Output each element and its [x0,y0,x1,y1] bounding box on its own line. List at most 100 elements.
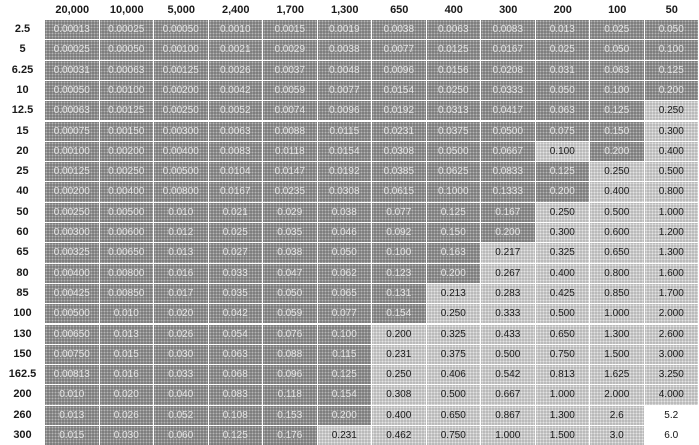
table-cell: 0.650 [427,406,481,425]
table-cell: 0.0096 [318,101,372,120]
table-cell: 1.600 [645,264,699,283]
table-cell: 0.500 [481,345,535,364]
table-cell: 0.308 [372,385,426,404]
table-cell: 0.400 [645,142,699,161]
table-cell: 0.030 [154,345,208,364]
column-header: 300 [481,2,536,18]
row-header: 200 [0,385,45,404]
row-header: 80 [0,264,45,283]
table-cell: 0.0615 [372,182,426,201]
table-cell: 0.00125 [154,61,208,80]
table-cell: 0.0052 [209,101,263,120]
table-cell: 4.000 [645,385,699,404]
table-cell: 0.333 [481,304,535,323]
table-cell: 0.667 [481,385,535,404]
table-cell: 0.050 [645,20,699,39]
table-cell: 0.0038 [372,20,426,39]
table-cell: 0.033 [209,264,263,283]
table-cell: 0.035 [209,284,263,303]
table-cell: 0.250 [536,203,590,222]
table-cell: 0.800 [645,182,699,201]
table-cell: 0.00500 [45,304,99,323]
table-cell: 0.0192 [318,162,372,181]
table-cell: 0.0019 [318,20,372,39]
table-cell: 0.500 [427,385,481,404]
table-cell: 0.0083 [209,142,263,161]
table-cell: 0.010 [100,304,154,323]
table-cell: 2.6 [590,406,644,425]
table-cell: 0.125 [209,426,263,445]
table-cell: 0.042 [209,304,263,323]
table-cell: 0.063 [590,61,644,80]
table-cell: 0.0015 [263,20,317,39]
column-header: 650 [372,2,427,18]
table-cell: 0.0250 [427,81,481,100]
table-cell: 0.027 [209,243,263,262]
table-cell: 0.0096 [372,61,426,80]
table-cell: 0.0167 [481,40,535,59]
table-cell: 0.0313 [427,101,481,120]
row-header: 20 [0,142,45,161]
table-cell: 0.115 [318,345,372,364]
table-cell: 0.033 [154,365,208,384]
table-cell: 0.462 [372,426,426,445]
table-cell: 0.010 [154,203,208,222]
table-cell: 0.013 [154,243,208,262]
table-cell: 0.030 [100,426,154,445]
row-header: 60 [0,223,45,242]
table-cell: 0.750 [427,426,481,445]
table-cell: 0.00200 [45,182,99,201]
table-cell: 0.0042 [209,81,263,100]
table-cell: 0.040 [154,385,208,404]
table-cell: 0.038 [318,203,372,222]
table-cell: 0.075 [536,122,590,141]
table-cell: 0.00650 [100,243,154,262]
table-cell: 0.096 [263,365,317,384]
table-cell: 0.00250 [100,162,154,181]
table-cell: 1.000 [481,426,535,445]
table-cell: 0.013 [45,406,99,425]
table-cell: 0.283 [481,284,535,303]
table-cell: 1.200 [645,223,699,242]
table-cell: 0.500 [536,304,590,323]
table-cell: 0.015 [100,345,154,364]
row-header: 40 [0,182,45,201]
table-cell: 0.500 [590,203,644,222]
table-cell: 0.300 [536,223,590,242]
table-cell: 0.00100 [45,142,99,161]
table-cell: 0.0375 [427,122,481,141]
table-cell: 0.1333 [481,182,535,201]
row-header: 150 [0,345,45,364]
table-cell: 0.035 [263,223,317,242]
table-cell: 0.00500 [154,162,208,181]
table-cell: 0.650 [590,243,644,262]
table-cell: 0.0048 [318,61,372,80]
table-cell: 1.700 [645,284,699,303]
table-cell: 0.0167 [209,182,263,201]
table-cell: 0.017 [154,284,208,303]
table-cell: 0.025 [536,40,590,59]
table-cell: 0.010 [45,385,99,404]
table-cell: 0.00300 [154,122,208,141]
table-cell: 3.0 [590,426,644,445]
table-cell: 0.0333 [481,81,535,100]
table-cell: 5.2 [645,406,699,425]
table-cell: 0.250 [372,365,426,384]
table-cell: 0.100 [372,243,426,262]
table-cell: 0.050 [318,243,372,262]
table-cell: 0.650 [536,325,590,344]
table-cell: 3.000 [645,345,699,364]
table-cell: 0.052 [154,406,208,425]
table-cell: 0.100 [590,81,644,100]
table-cell: 0.00050 [100,40,154,59]
table-cell: 6.0 [645,426,699,445]
table-cell: 0.150 [590,122,644,141]
table-cell: 0.00250 [45,203,99,222]
column-header: 50 [645,2,699,18]
row-header: 100 [0,304,45,323]
column-header: 10,000 [100,2,155,18]
table-cell: 0.012 [154,223,208,242]
table-cell: 0.200 [427,264,481,283]
table-cell: 0.054 [209,325,263,344]
table-cell: 0.025 [590,20,644,39]
